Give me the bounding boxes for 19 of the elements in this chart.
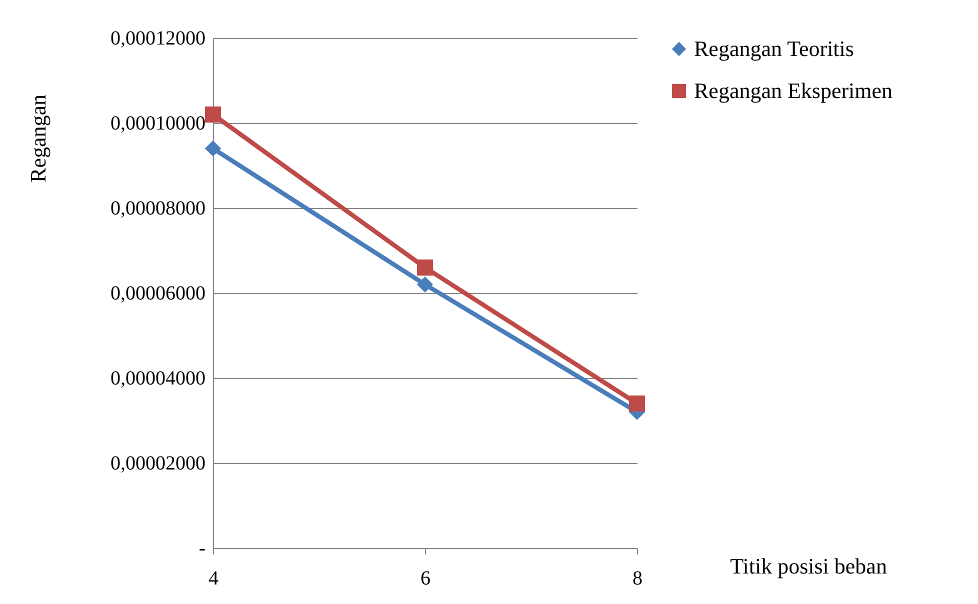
x-tick-label: 6	[420, 568, 430, 590]
point	[628, 395, 646, 412]
y-tick-label: 0,00010000	[110, 112, 206, 134]
x-tick-label: 8	[632, 568, 642, 590]
legend-label: Regangan Teoritis	[694, 36, 854, 61]
y-axis-title: Regangan	[26, 94, 50, 182]
y-tick-label: 0,00004000	[110, 368, 206, 390]
legend-label: Regangan Eksperimen	[694, 78, 893, 103]
y-tick-label: 0,00006000	[110, 282, 206, 304]
y-tick-label: 0,00008000	[110, 198, 206, 220]
point	[416, 276, 434, 293]
point	[204, 140, 222, 157]
x-tick-label: 4	[208, 568, 218, 590]
y-tick-label: 0,00002000	[110, 452, 206, 474]
x-axis-title: Titik posisi beban	[730, 554, 887, 578]
point	[416, 259, 434, 276]
point	[204, 106, 222, 123]
y-tick-label: -	[198, 538, 206, 560]
y-tick-label: 0,00012000	[110, 28, 206, 50]
